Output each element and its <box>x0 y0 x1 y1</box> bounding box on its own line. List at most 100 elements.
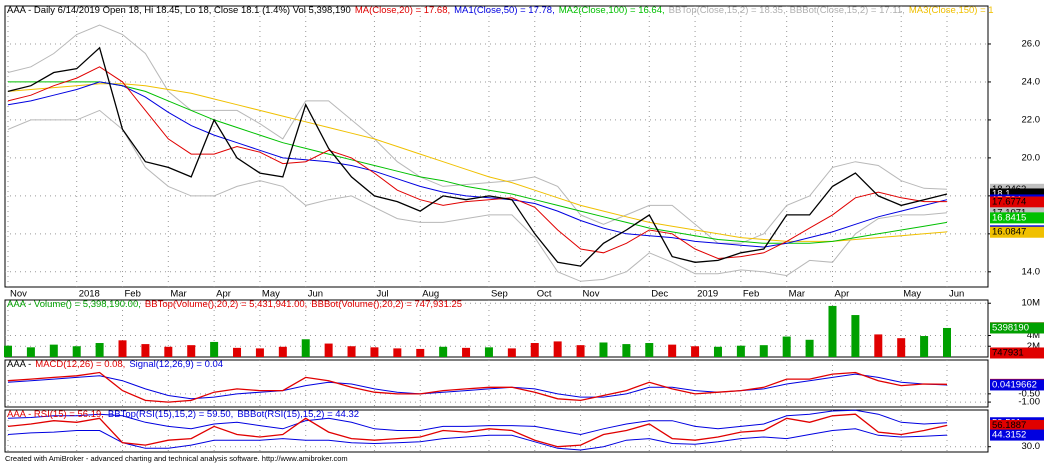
x-tick-label: Jun <box>949 289 964 300</box>
series-line <box>8 81 948 244</box>
value-badge-label: 747931 <box>992 347 1024 358</box>
title-part: AAA - RSI(15) = 56.19, <box>7 409 104 420</box>
volume-bar <box>118 340 127 357</box>
volume-bar <box>507 348 516 357</box>
series-line <box>7 409 948 436</box>
title-part: BBTop(Close,15,2) = 18.35, <box>669 5 786 16</box>
volume-bar <box>874 334 883 357</box>
volume-bar <box>4 345 12 357</box>
volume-bar <box>255 348 264 357</box>
pane-title: AAA - Volume() = 5,398,190.00, BBTop(Volu… <box>7 299 462 310</box>
y-tick-label: -0.50 <box>1018 388 1040 399</box>
title-part: BBTop(RSI(15),15,2) = 59.50, <box>108 409 233 420</box>
volume-bar <box>187 345 196 357</box>
value-badge <box>990 347 1044 359</box>
volume-bar <box>782 336 791 357</box>
title-part: MACD(12,26) = 0.08, <box>35 359 125 370</box>
value-badge-label: 16.0847 <box>992 227 1026 238</box>
title-part: AAA - <box>7 359 31 370</box>
y-tick-label: 20.0 <box>1022 152 1041 163</box>
volume-bar <box>462 347 471 357</box>
volume-bar <box>759 345 768 357</box>
value-badge-label: 17.6774 <box>992 197 1026 208</box>
pane-frame <box>4 299 989 358</box>
volume-bar <box>49 344 58 357</box>
series-line <box>7 373 948 400</box>
volume-bar <box>736 345 745 357</box>
volume-bar <box>805 339 814 357</box>
volume-bar <box>622 344 631 357</box>
volume-bar <box>943 327 951 357</box>
volume-bar <box>484 347 493 357</box>
volume-bar <box>278 346 287 357</box>
x-tick-label: Sep <box>491 289 508 300</box>
value-badge-label: 56.1887 <box>992 420 1026 431</box>
y-tick-label: 10M <box>1022 298 1041 309</box>
volume-bar <box>897 338 906 357</box>
value-badge <box>990 379 1044 391</box>
y-tick-label: 14.0 <box>1022 266 1041 277</box>
x-tick-label: Nov <box>583 289 600 300</box>
pane-frame <box>4 409 989 453</box>
pane-frame <box>4 5 989 288</box>
title-part: BBTop(Volume(),20,2) = 5,431,941.00, <box>145 299 307 310</box>
value-badge-label: 16.8415 <box>992 212 1026 223</box>
title-part: MA(Close,20) = 17.68, <box>355 5 450 16</box>
x-tick-label: Apr <box>834 289 849 300</box>
volume-bar <box>576 345 585 357</box>
series-line <box>7 46 948 267</box>
title-part: BBBot(Volume(),20,2) = 747,931.25 <box>311 299 462 310</box>
value-badge-label: 5398190 <box>992 322 1029 333</box>
x-tick-label: Dec <box>651 289 668 300</box>
volume-bar <box>553 341 562 357</box>
title-part: MA3(Close,150) = 1 <box>909 5 994 16</box>
x-tick-label: 2019 <box>697 289 718 300</box>
title-part: MA1(Close,50) = 17.78, <box>454 5 555 16</box>
volume-bar <box>324 343 333 357</box>
title-part: Signal(12,26,9) = 0.04 <box>129 359 223 370</box>
volume-bar <box>370 347 379 357</box>
x-tick-label: Apr <box>216 289 231 300</box>
volume-bar <box>920 336 929 357</box>
x-tick-label: Mar <box>170 289 186 300</box>
volume-bar <box>691 346 700 357</box>
volume-bar <box>164 346 173 357</box>
volume-bar <box>851 315 860 357</box>
volume-bar <box>141 344 150 357</box>
value-badge <box>990 226 1044 238</box>
x-tick-label: 2018 <box>79 289 100 300</box>
x-tick-label: May <box>903 289 921 300</box>
series-line <box>7 83 948 242</box>
series-line <box>7 428 948 451</box>
y-tick-label: 24.0 <box>1022 76 1041 87</box>
pane-title: AAA - RSI(15) = 56.19, BBTop(RSI(15),15,2… <box>7 409 359 420</box>
volume-bar <box>26 347 35 357</box>
x-tick-label: Jul <box>376 289 388 300</box>
pane-title: AAA - MACD(12,26) = 0.08, Signal(12,26,9) … <box>7 359 223 370</box>
x-tick-label: Mar <box>789 289 805 300</box>
title-part: BBBot(Close,15,2) = 17.11, <box>790 5 905 16</box>
y-tick-label: 4M <box>1027 330 1040 341</box>
volume-bar <box>599 342 608 357</box>
footer: Created with AmiBroker - advanced charti… <box>5 454 348 463</box>
volume-bar <box>668 344 677 357</box>
volume-bar <box>95 343 104 357</box>
value-badge <box>990 196 1044 208</box>
y-tick-label: 2M <box>1027 341 1040 352</box>
x-tick-label: Aug <box>422 289 439 300</box>
volume-bar <box>828 305 837 357</box>
y-tick-label: 26.0 <box>1022 38 1041 49</box>
title-part: AAA - Volume() = 5,398,190.00, <box>7 299 141 310</box>
value-badge-label: 44.3152 <box>992 430 1026 441</box>
volume-bar <box>347 346 356 357</box>
series-line <box>7 371 948 403</box>
x-tick-label: May <box>262 289 280 300</box>
volume-bar <box>439 346 448 357</box>
value-badge <box>990 429 1044 441</box>
series-line <box>7 413 948 448</box>
volume-bar <box>301 339 310 357</box>
value-badge-label: 0.0419662 <box>992 379 1037 390</box>
value-badge <box>990 322 1044 334</box>
